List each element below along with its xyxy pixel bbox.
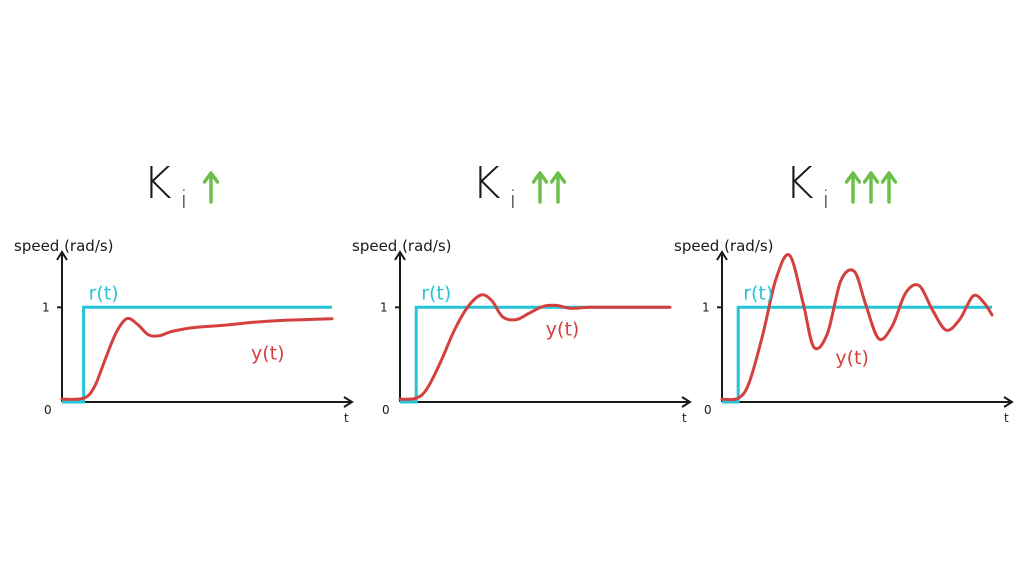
up-arrow-icon	[203, 171, 220, 204]
title-subscript: i	[180, 186, 188, 214]
series-line-y	[398, 293, 672, 401]
y-axis-label: speed (rad/s)	[674, 237, 774, 255]
y-tick-label: 1	[380, 300, 388, 314]
x-axis-label: t	[344, 411, 349, 425]
x-axis-arrowhead	[343, 396, 354, 408]
x-axis-label: t	[1004, 411, 1009, 425]
series-label-r: r(t)	[421, 282, 451, 304]
y-axis-arrowhead	[716, 250, 728, 261]
line-chart: speed (rad/s) 1 0 t r(t) y(t)	[352, 237, 692, 425]
x-axis-arrowhead	[681, 396, 692, 408]
up-arrow-icon	[532, 171, 549, 204]
series-line-y	[720, 253, 994, 402]
title-subscript: i	[822, 186, 830, 214]
series-label-y: y(t)	[251, 342, 285, 364]
up-arrow-icon	[550, 171, 567, 204]
y-tick-label: 1	[702, 300, 710, 314]
y-axis-arrowhead	[56, 250, 68, 261]
series-label-y: y(t)	[835, 347, 869, 369]
title-subscript: i	[509, 186, 517, 214]
line-chart: speed (rad/s) 1 0 t r(t) y(t)	[674, 237, 1014, 425]
series-label-y: y(t)	[546, 319, 580, 341]
series-label-r: r(t)	[89, 282, 119, 304]
series-line-y	[60, 316, 334, 401]
origin-label: 0	[44, 403, 52, 417]
title-k: K	[471, 158, 502, 209]
up-arrow-icon	[845, 171, 862, 204]
series-line-r	[400, 305, 670, 404]
line-chart: speed (rad/s) 1 0 t r(t) y(t)	[14, 237, 354, 425]
x-axis-arrowhead	[1003, 396, 1014, 408]
x-axis-label: t	[682, 411, 687, 425]
up-arrow-icon	[863, 171, 880, 204]
y-axis-label: speed (rad/s)	[14, 237, 114, 255]
origin-label: 0	[382, 403, 390, 417]
origin-label: 0	[704, 403, 712, 417]
up-arrow-icon	[881, 171, 898, 204]
title-k: K	[142, 158, 173, 209]
y-axis-label: speed (rad/s)	[352, 237, 452, 255]
arrow-group	[203, 170, 221, 208]
title-k: K	[784, 158, 815, 209]
arrow-group	[845, 170, 899, 208]
series-label-r: r(t)	[743, 282, 773, 304]
y-tick-label: 1	[42, 300, 50, 314]
y-axis-arrowhead	[394, 250, 406, 261]
series-line-r	[62, 305, 332, 404]
arrow-group	[532, 170, 568, 208]
